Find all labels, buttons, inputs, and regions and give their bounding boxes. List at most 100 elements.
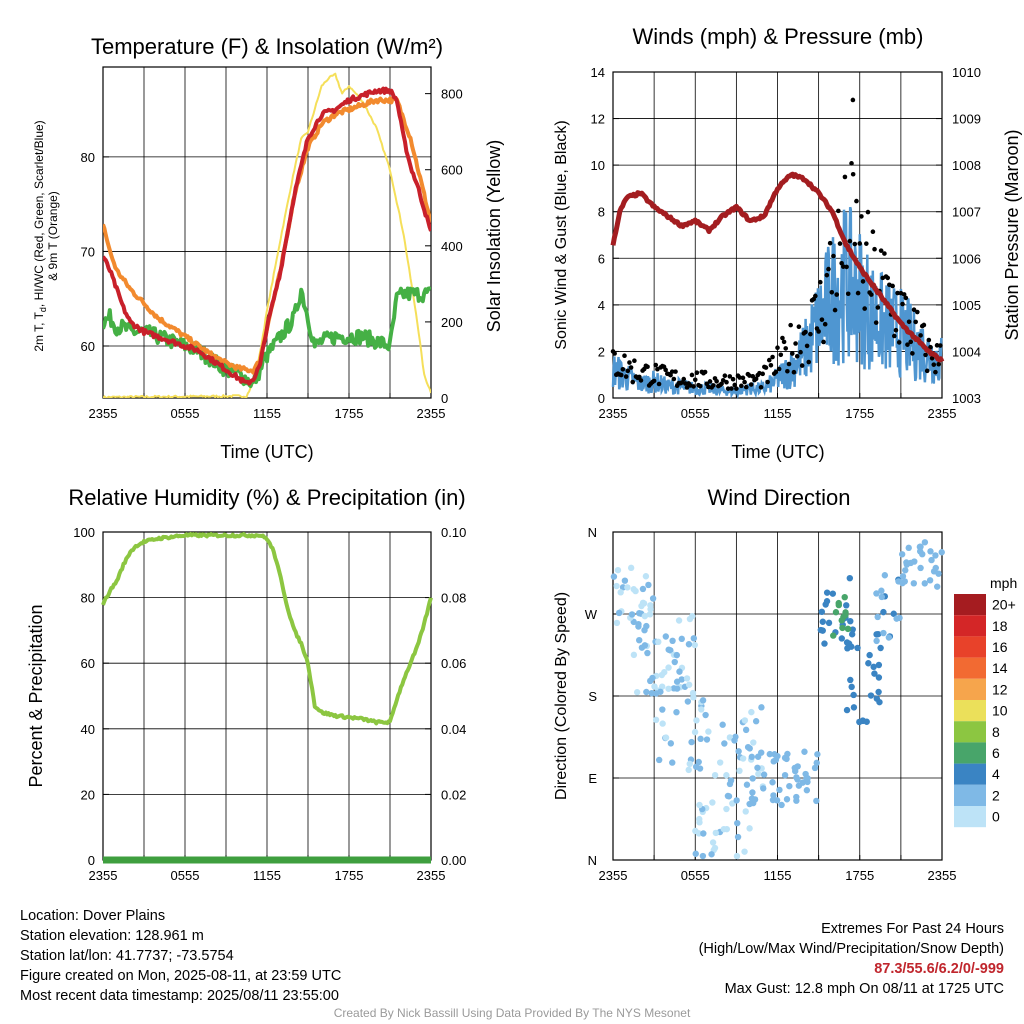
gust-point: [763, 365, 769, 370]
direction-point: [845, 640, 853, 647]
direction-point: [639, 585, 647, 593]
direction-point: [746, 825, 753, 832]
temperature-y-tick-label: 80: [81, 150, 95, 165]
direction-point: [847, 617, 854, 625]
wind-direction-title: Wind Direction: [707, 485, 850, 510]
direction-point: [655, 756, 663, 764]
direction-point: [813, 797, 820, 805]
direction-tick-label: N: [588, 525, 597, 540]
direction-point: [881, 572, 889, 579]
direction-point: [662, 633, 670, 640]
gust-point: [873, 320, 879, 325]
direction-point: [736, 767, 743, 775]
direction-point: [690, 635, 698, 642]
direction-point: [685, 641, 693, 648]
gust-point: [849, 161, 854, 166]
gust-point: [808, 331, 813, 337]
x-tick-label: 1755: [335, 406, 364, 421]
direction-point: [638, 602, 645, 610]
direction-point: [758, 749, 765, 756]
direction-point: [742, 726, 750, 734]
credit-line: Created By Nick Bassill Using Data Provi…: [333, 1006, 691, 1020]
gust-point: [841, 264, 846, 269]
direction-point: [665, 664, 672, 671]
x-tick-label: 2355: [599, 406, 628, 421]
direction-point: [875, 674, 883, 681]
gust-point: [875, 305, 881, 310]
gust-point: [711, 383, 716, 388]
gust-point: [702, 369, 708, 375]
extremes-info: Extremes For Past 24 Hours (High/Low/Max…: [699, 919, 1004, 999]
gust-point: [857, 241, 863, 246]
winds-xlabel: Time (UTC): [731, 442, 824, 462]
gust-point: [663, 367, 668, 373]
direction-point: [938, 549, 945, 556]
gust-point: [829, 290, 835, 295]
gust-point: [714, 378, 719, 384]
gust-point: [926, 337, 932, 343]
max-gust-point: [850, 97, 856, 103]
x-tick-label: 1755: [335, 868, 364, 883]
gust-point: [694, 370, 700, 376]
direction-point: [651, 683, 658, 690]
direction-tick-label: E: [588, 771, 597, 786]
direction-point: [786, 782, 793, 790]
wind-y-tick-label: 14: [591, 65, 605, 80]
gust-point: [793, 341, 798, 346]
x-tick-label: 1755: [845, 406, 874, 421]
gust-point: [842, 174, 848, 180]
direction-point: [628, 611, 636, 618]
direction-point: [873, 631, 880, 638]
direction-point: [621, 577, 629, 584]
gust-point: [870, 229, 876, 234]
legend-label: 14: [992, 660, 1008, 676]
wind-y-tick-label: 0: [598, 391, 605, 406]
direction-point: [685, 766, 692, 774]
direction-point: [613, 582, 620, 590]
temperature-title: Temperature (F) & Insolation (W/m²): [91, 34, 443, 59]
direction-point: [794, 776, 801, 783]
gust-point: [725, 386, 731, 391]
gust-point: [776, 366, 782, 372]
direction-point: [847, 676, 854, 684]
direction-point: [875, 661, 883, 669]
gust-point: [929, 355, 935, 361]
gust-point: [770, 354, 775, 360]
pressure-y-tick-label: 1004: [952, 344, 981, 359]
direction-point: [712, 829, 720, 837]
direction-point: [630, 651, 638, 659]
direction-point: [734, 833, 742, 841]
gust-point: [722, 373, 728, 379]
legend-swatch: [954, 763, 986, 785]
wind-direction-ylabel-left: Direction (Colored By Speed): [553, 592, 570, 800]
temperature-series-temp_2m: [103, 86, 431, 386]
humidity-title: Relative Humidity (%) & Precipitation (i…: [68, 485, 465, 510]
direction-point: [698, 706, 705, 713]
direction-point: [723, 805, 730, 813]
direction-point: [702, 711, 709, 719]
direction-point: [822, 601, 829, 608]
direction-point: [700, 830, 707, 837]
direction-point: [873, 590, 880, 597]
gust-point: [740, 375, 746, 381]
figure-created: Figure created on Mon, 2025-08-11, at 23…: [20, 968, 342, 984]
legend-swatch: [954, 784, 986, 806]
direction-point: [686, 615, 694, 623]
direction-point: [848, 631, 856, 638]
direction-point: [695, 758, 702, 766]
gust-point: [936, 361, 942, 367]
gust-point: [732, 382, 738, 388]
direction-point: [696, 801, 703, 809]
pressure-series: [610, 171, 945, 363]
humidity-y-tick-label: 60: [81, 656, 95, 671]
pressure-y-tick-label: 1010: [952, 65, 981, 80]
x-tick-label: 2355: [928, 868, 957, 883]
legend-label: 4: [992, 766, 1000, 782]
temperature-ylabel-left-line2: & 9m T (Orange): [46, 191, 60, 281]
direction-point: [659, 706, 666, 713]
direction-point: [899, 579, 906, 587]
direction-point: [917, 564, 924, 572]
direction-point: [811, 764, 819, 772]
direction-point: [644, 649, 651, 657]
winds-ylabel-right: Station Pressure (Maroon): [1002, 129, 1022, 340]
